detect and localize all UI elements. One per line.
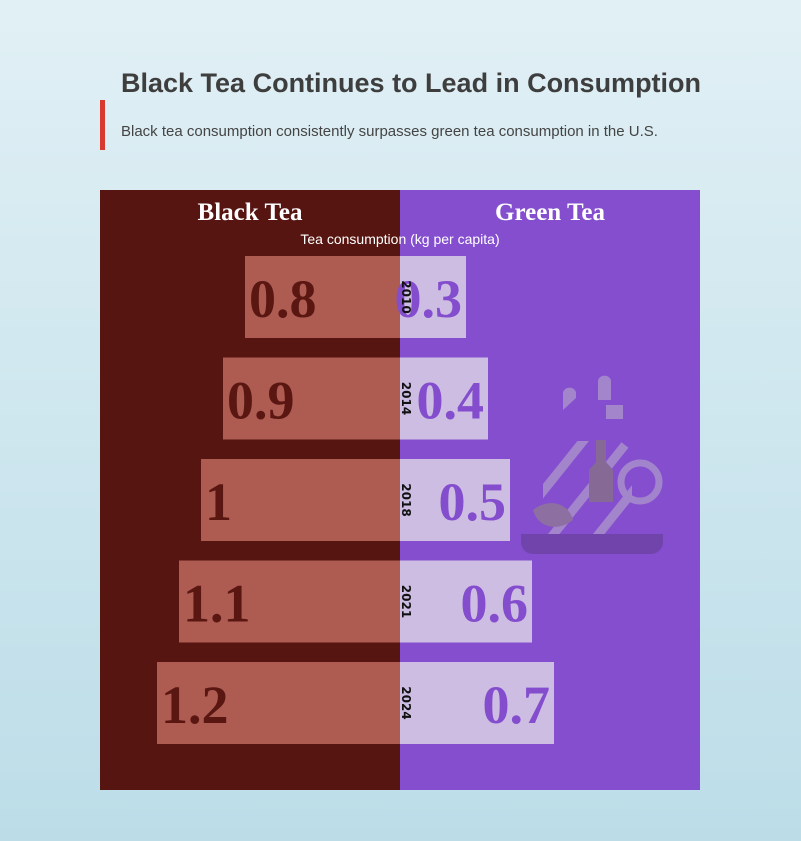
year-label-2018: 2018 (399, 483, 413, 516)
green-tea-value-2010: 0.3 (395, 269, 463, 329)
black-tea-bar-2024 (157, 662, 400, 744)
green-tea-value-2024: 0.7 (483, 675, 551, 735)
year-label-2014: 2014 (399, 382, 413, 415)
black-tea-value-2014: 0.9 (227, 371, 295, 431)
green-tea-value-2021: 0.6 (461, 574, 529, 634)
accent-bar (100, 100, 105, 150)
black-tea-bar-2010 (245, 256, 400, 338)
black-tea-value-2024: 1.2 (161, 675, 229, 735)
black-tea-series-title: Black Tea (198, 199, 303, 226)
black-tea-bar-2021 (179, 560, 400, 643)
year-label-2021: 2021 (399, 585, 413, 618)
green-tea-bar-2018 (400, 459, 510, 541)
green-tea-bar-2010 (400, 256, 466, 338)
page-subtitle: Black tea consumption consistently surpa… (121, 123, 658, 140)
black-tea-bar-2014 (223, 357, 400, 440)
black-tea-value-2018: 1 (205, 472, 232, 532)
black-tea-value-2021: 1.1 (183, 574, 251, 634)
green-tea-series-title: Green Tea (495, 199, 605, 226)
green-tea-value-2014: 0.4 (417, 371, 485, 431)
green-tea-bar-2024 (400, 662, 554, 744)
green-tea-bar-2021 (400, 560, 532, 643)
green-tea-bar-2014 (400, 357, 488, 440)
tea-cup-icon (521, 375, 663, 554)
green-tea-value-2018: 0.5 (439, 472, 507, 532)
page-title: Black Tea Continues to Lead in Consumpti… (121, 68, 702, 98)
year-label-2024: 2024 (399, 686, 413, 719)
black-tea-bar-2018 (201, 459, 400, 541)
black-tea-value-2010: 0.8 (249, 269, 317, 329)
year-label-2010: 2010 (399, 280, 413, 313)
axis-label: Tea consumption (kg per capita) (300, 231, 499, 247)
